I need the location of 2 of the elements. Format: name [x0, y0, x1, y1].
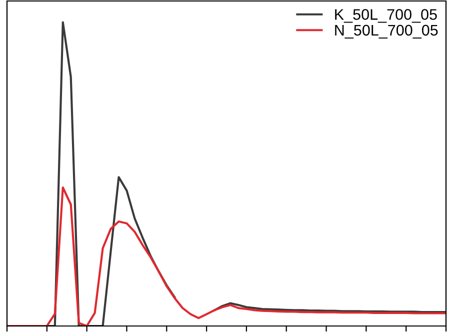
legend-label: N_50L_700_05 — [335, 24, 438, 39]
legend-label: K_50L_700_05 — [335, 9, 437, 23]
